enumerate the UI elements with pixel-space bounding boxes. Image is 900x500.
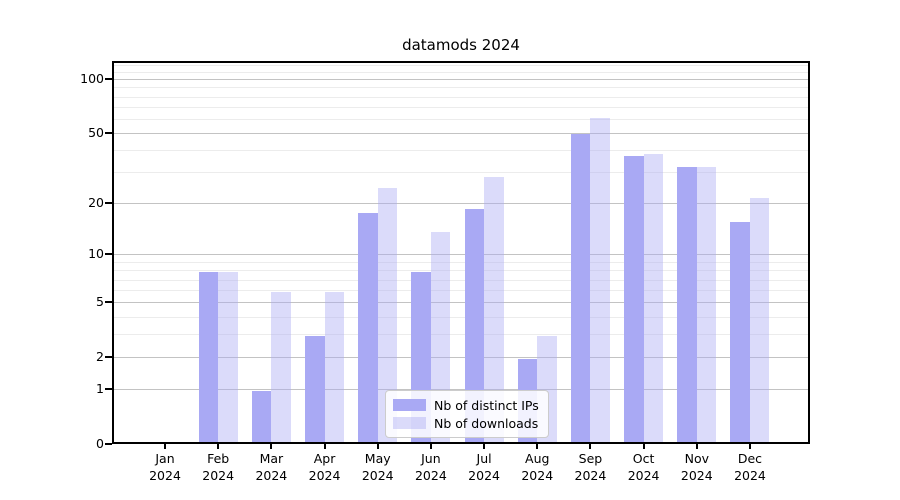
gridline-minor-4 (114, 316, 808, 318)
y-tick-0 (105, 443, 112, 445)
bar-nb-of-distinct-ips-sep (570, 133, 591, 442)
gridline-minor-120 (114, 64, 808, 66)
legend-label-downloads: Nb of downloads (434, 415, 539, 431)
x-tick-dec (748, 444, 751, 449)
bar-nb-of-downloads-jul (484, 177, 504, 442)
gridline-minor-30 (114, 172, 808, 174)
plot-area: Nb of distinct IPs Nb of downloads (112, 61, 810, 444)
y-tick-label-20: 20 (88, 195, 104, 211)
y-tick-label-10: 10 (88, 246, 104, 262)
gridline-minor-40 (114, 150, 808, 152)
bar-nb-of-downloads-oct (643, 154, 664, 442)
bar-nb-of-downloads-nov (696, 167, 717, 442)
y-tick-20 (105, 202, 112, 205)
bar-nb-of-distinct-ips-dec (730, 222, 750, 442)
gridline-major-100 (114, 79, 808, 81)
x-tick-may (376, 444, 379, 449)
bar-nb-of-distinct-ips-oct (624, 156, 644, 442)
y-tick-label-100: 100 (80, 71, 104, 87)
x-tick-sep (589, 444, 592, 449)
y-tick-1 (105, 388, 112, 391)
x-tick-nov (695, 444, 698, 449)
x-tick-label-oct: Oct 2024 (627, 451, 660, 483)
bar-nb-of-distinct-ips-nov (677, 167, 697, 442)
y-tick-label-0: 0 (96, 436, 104, 451)
y-tick-label-2: 2 (96, 349, 104, 365)
legend-swatch-distinct-ips (393, 399, 426, 411)
y-tick-label-50: 50 (88, 125, 104, 141)
bar-nb-of-distinct-ips-may (358, 213, 378, 442)
gridline-minor-9 (114, 261, 808, 263)
bar-nb-of-distinct-ips-apr (305, 336, 325, 442)
gridline-major-5 (114, 302, 808, 304)
gridline-major-50 (114, 133, 808, 135)
gridline-major-1 (114, 389, 808, 391)
x-tick-label-jun: Jun 2024 (414, 451, 447, 483)
bar-nb-of-downloads-mar (271, 292, 291, 442)
bar-nb-of-downloads-jun (430, 231, 451, 442)
gridline-major-2 (114, 357, 808, 359)
bar-nb-of-downloads-dec (749, 198, 770, 442)
bar-nb-of-downloads-sep (590, 118, 610, 442)
bar-nb-of-distinct-ips-mar (251, 391, 272, 442)
y-tick-50 (105, 132, 112, 135)
x-tick-feb (217, 444, 220, 449)
x-tick-label-jan: Jan 2024 (149, 451, 181, 483)
gridline-minor-110 (114, 71, 808, 73)
y-tick-100 (105, 78, 112, 81)
gridline-minor-6 (114, 290, 808, 292)
gridline-major-20 (114, 203, 808, 205)
gridline-minor-70 (114, 106, 808, 108)
x-tick-label-nov: Nov 2024 (680, 451, 713, 483)
bar-nb-of-downloads-may (377, 188, 398, 442)
legend-label-distinct-ips: Nb of distinct IPs (434, 397, 539, 413)
y-tick-label-1: 1 (96, 381, 104, 397)
x-tick-label-apr: Apr 2024 (308, 451, 341, 483)
x-tick-label-aug: Aug 2024 (521, 451, 554, 483)
gridline-minor-90 (114, 87, 808, 89)
x-tick-label-dec: Dec 2024 (734, 451, 766, 483)
bar-nb-of-downloads-apr (324, 292, 345, 442)
y-tick-5 (105, 301, 112, 304)
y-tick-label-5: 5 (96, 294, 104, 310)
x-tick-label-jul: Jul 2024 (468, 451, 500, 483)
legend-swatch-downloads (393, 417, 426, 429)
gridline-minor-80 (114, 96, 808, 98)
gridline-minor-3 (114, 334, 808, 336)
x-tick-mar (270, 444, 273, 449)
x-tick-aug (536, 444, 539, 449)
y-tick-2 (105, 356, 112, 359)
x-tick-label-may: May 2024 (361, 451, 394, 483)
legend-item-distinct-ips: Nb of distinct IPs (393, 398, 541, 413)
x-tick-jun (429, 444, 432, 449)
gridline-minor-7 (114, 279, 808, 281)
gridline-minor-60 (114, 118, 808, 120)
x-tick-apr (323, 444, 326, 449)
legend: Nb of distinct IPs Nb of downloads (385, 390, 549, 438)
x-tick-oct (642, 444, 645, 449)
y-tick-10 (105, 253, 112, 256)
x-tick-label-feb: Feb 2024 (202, 451, 235, 483)
bar-nb-of-downloads-feb (218, 272, 238, 442)
x-tick-label-mar: Mar 2024 (255, 451, 288, 483)
legend-item-downloads: Nb of downloads (393, 416, 541, 431)
bar-nb-of-distinct-ips-feb (198, 272, 219, 442)
gridline-major-10 (114, 254, 808, 256)
chart-title: datamods 2024 (402, 36, 520, 54)
bar-nb-of-distinct-ips-jul (464, 209, 485, 442)
gridline-minor-8 (114, 270, 808, 272)
x-tick-jul (483, 444, 486, 449)
x-tick-jan (164, 444, 166, 449)
x-tick-label-sep: Sep 2024 (574, 451, 607, 483)
